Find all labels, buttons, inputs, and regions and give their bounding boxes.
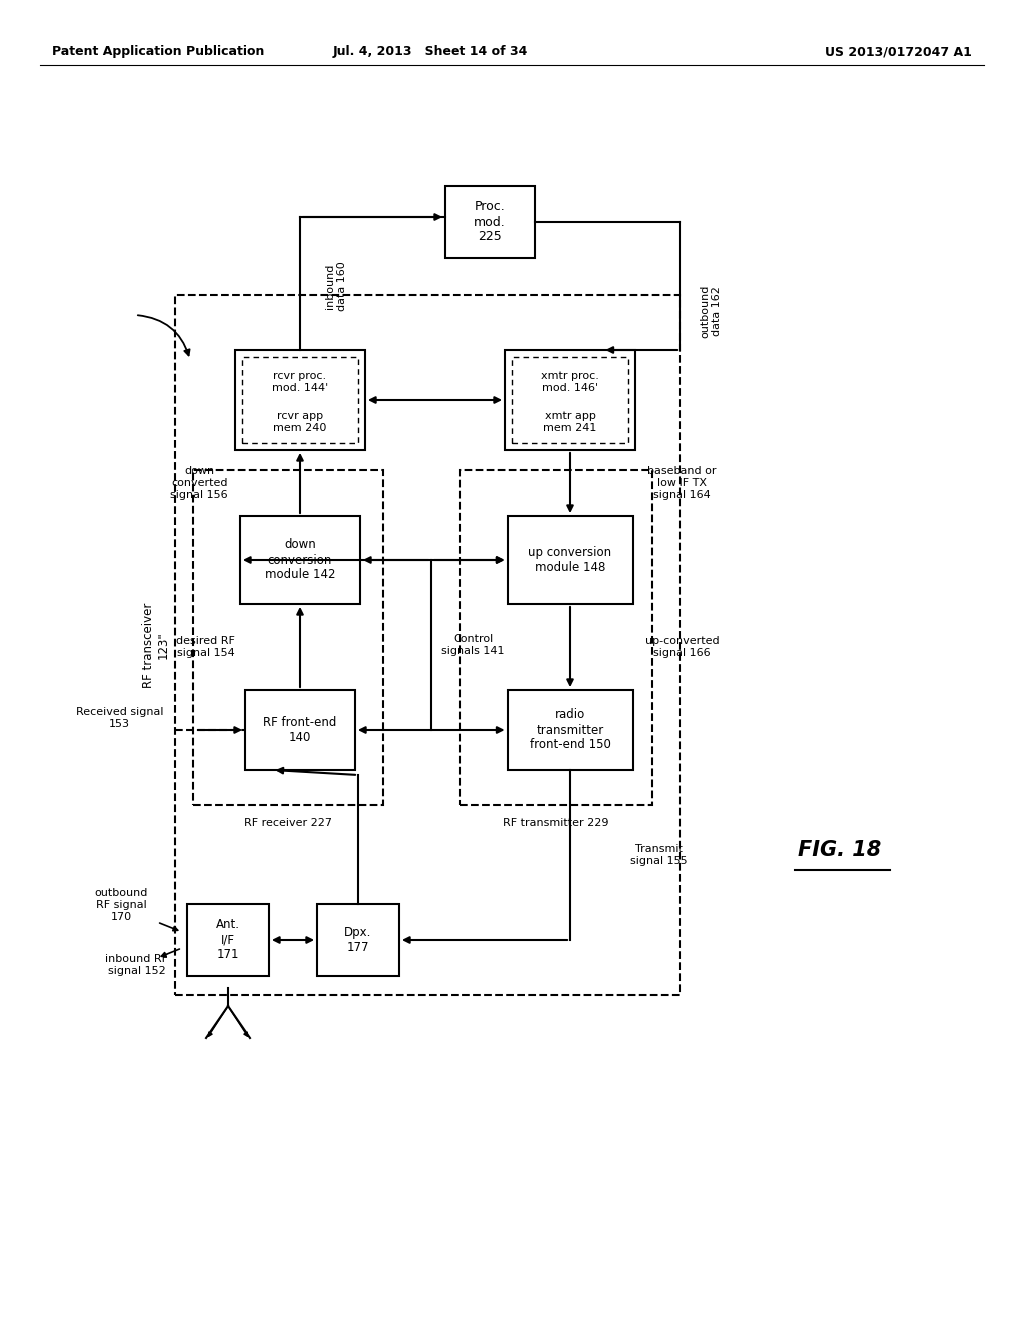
Text: Jul. 4, 2013   Sheet 14 of 34: Jul. 4, 2013 Sheet 14 of 34 — [333, 45, 527, 58]
Bar — [175, 294, 680, 995]
Bar — [193, 470, 383, 805]
Bar — [242, 356, 358, 444]
Text: Patent Application Publication: Patent Application Publication — [52, 45, 264, 58]
Text: US 2013/0172047 A1: US 2013/0172047 A1 — [825, 45, 972, 58]
Bar — [508, 690, 633, 770]
Text: RF front-end
140: RF front-end 140 — [263, 715, 337, 744]
Text: up conversion
module 148: up conversion module 148 — [528, 546, 611, 574]
Text: xmtr app
mem 241: xmtr app mem 241 — [544, 412, 597, 433]
Bar — [187, 904, 269, 975]
Text: desired RF
signal 154: desired RF signal 154 — [176, 636, 234, 657]
Text: down
converted
signal 156: down converted signal 156 — [170, 466, 228, 499]
Text: Received signal
153: Received signal 153 — [76, 708, 163, 729]
Text: rcvr app
mem 240: rcvr app mem 240 — [273, 412, 327, 433]
Text: outbound
RF signal
170: outbound RF signal 170 — [94, 888, 148, 921]
Text: Transmit
signal 155: Transmit signal 155 — [630, 845, 688, 866]
Bar — [234, 350, 365, 450]
Bar — [317, 904, 399, 975]
Bar — [505, 350, 635, 450]
Bar — [445, 186, 535, 257]
Text: down
conversion
module 142: down conversion module 142 — [265, 539, 335, 582]
Text: baseband or
low IF TX
signal 164: baseband or low IF TX signal 164 — [647, 466, 717, 499]
Text: radio
transmitter
front-end 150: radio transmitter front-end 150 — [529, 709, 610, 751]
Text: rcvr proc.
mod. 144': rcvr proc. mod. 144' — [272, 371, 328, 393]
Bar — [245, 690, 355, 770]
Text: FIG. 18: FIG. 18 — [799, 840, 882, 861]
Text: xmtr proc.
mod. 146': xmtr proc. mod. 146' — [541, 371, 599, 393]
Bar — [512, 356, 628, 444]
Bar — [240, 516, 360, 605]
Text: Ant.
I/F
171: Ant. I/F 171 — [216, 919, 240, 961]
Text: Control
signals 141: Control signals 141 — [441, 634, 505, 656]
Text: RF transmitter 229: RF transmitter 229 — [503, 818, 608, 828]
Bar — [508, 516, 633, 605]
Bar — [460, 470, 652, 805]
Text: inbound
data 160: inbound data 160 — [325, 261, 346, 312]
Text: RF transceiver
123": RF transceiver 123" — [142, 602, 170, 688]
Text: Dpx.
177: Dpx. 177 — [344, 927, 372, 954]
Text: RF receiver 227: RF receiver 227 — [244, 818, 332, 828]
Text: Proc.
mod.
225: Proc. mod. 225 — [474, 201, 506, 243]
Text: outbound
data 162: outbound data 162 — [700, 284, 722, 338]
Text: up-converted
signal 166: up-converted signal 166 — [644, 636, 719, 657]
Text: inbound RF
signal 152: inbound RF signal 152 — [105, 954, 168, 975]
